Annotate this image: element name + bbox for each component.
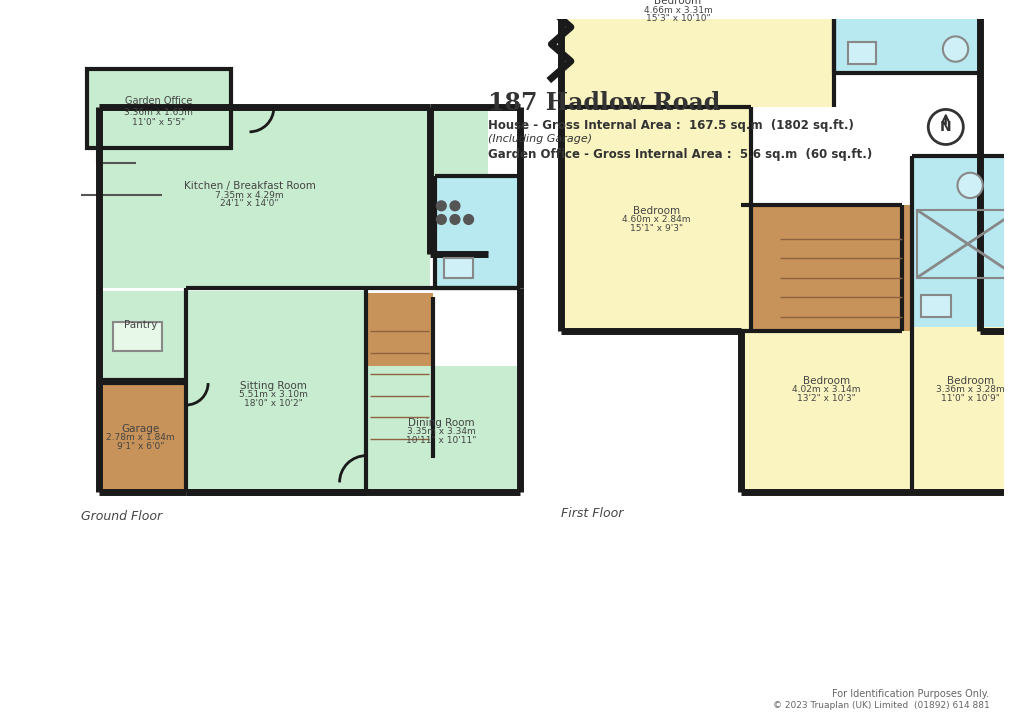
- Text: 3.36m x 3.28m: 3.36m x 3.28m: [934, 386, 1004, 394]
- Bar: [911, 156, 1019, 327]
- Text: Bedroom: Bedroom: [802, 376, 849, 386]
- Text: Kitchen / Breakfast Room: Kitchen / Breakfast Room: [183, 182, 315, 191]
- Text: Garage: Garage: [121, 424, 159, 434]
- Text: N: N: [940, 120, 951, 134]
- Bar: [833, 0, 979, 74]
- Text: Garden Office - Gross Internal Area :  5.6 sq.m  (60 sq.ft.): Garden Office - Gross Internal Area : 5.…: [488, 148, 871, 161]
- Text: 5.51m x 3.10m: 5.51m x 3.10m: [239, 390, 308, 399]
- Text: 3.35m x 3.34m: 3.35m x 3.34m: [407, 428, 475, 436]
- Text: House - Gross Internal Area :  167.5 sq.m  (1802 sq.ft.): House - Gross Internal Area : 167.5 sq.m…: [488, 118, 853, 131]
- Circle shape: [436, 215, 445, 224]
- Bar: [444, 258, 473, 278]
- Text: © 2023 Truaplan (UK) Limited  (01892) 614 881: © 2023 Truaplan (UK) Limited (01892) 614…: [772, 701, 988, 710]
- Text: First Floor: First Floor: [560, 507, 623, 520]
- Text: 24'1" x 14'0": 24'1" x 14'0": [220, 200, 278, 208]
- Text: 13'2" x 10'3": 13'2" x 10'3": [796, 394, 855, 403]
- Text: 2.78m x 1.84m: 2.78m x 1.84m: [106, 433, 174, 442]
- Bar: [186, 291, 366, 492]
- Text: 10'11" x 10'11": 10'11" x 10'11": [406, 436, 476, 445]
- Bar: [911, 327, 1019, 492]
- Circle shape: [449, 215, 460, 224]
- Text: 4.02m x 3.14m: 4.02m x 3.14m: [792, 386, 860, 394]
- Bar: [560, 107, 750, 332]
- Text: For Identification Purposes Only.: For Identification Purposes Only.: [832, 689, 988, 699]
- Circle shape: [436, 201, 445, 211]
- Text: Garden Office: Garden Office: [125, 96, 193, 106]
- Bar: [366, 293, 432, 458]
- Text: Bedroom: Bedroom: [946, 376, 993, 386]
- Bar: [750, 205, 911, 332]
- Bar: [429, 107, 488, 254]
- Text: 4.60m x 2.84m: 4.60m x 2.84m: [622, 215, 690, 224]
- Text: 18'0" x 10'2": 18'0" x 10'2": [245, 399, 303, 408]
- Bar: [434, 176, 520, 288]
- Bar: [366, 366, 520, 492]
- Bar: [916, 210, 1018, 278]
- Bar: [848, 43, 875, 63]
- Bar: [920, 296, 950, 317]
- Text: 9'1" x 6'0": 9'1" x 6'0": [116, 442, 164, 451]
- Text: 15'3" x 10'10": 15'3" x 10'10": [645, 14, 709, 23]
- Circle shape: [957, 173, 982, 198]
- Text: 3.36m x 1.65m: 3.36m x 1.65m: [124, 108, 194, 117]
- Circle shape: [942, 36, 967, 62]
- Text: 11'0" x 10'9": 11'0" x 10'9": [940, 394, 999, 403]
- Bar: [99, 383, 186, 492]
- Text: Pantry: Pantry: [123, 319, 157, 329]
- Text: Sitting Room: Sitting Room: [240, 381, 307, 391]
- Bar: [99, 291, 186, 380]
- Text: Bedroom: Bedroom: [654, 0, 701, 6]
- Circle shape: [464, 215, 473, 224]
- Text: 7.35m x 4.29m: 7.35m x 4.29m: [215, 190, 283, 200]
- Text: (Including Garage): (Including Garage): [488, 133, 592, 143]
- Bar: [99, 107, 429, 288]
- Text: 187 Hadlow Road: 187 Hadlow Road: [488, 91, 719, 115]
- Text: 4.66m x 3.31m: 4.66m x 3.31m: [643, 6, 711, 14]
- Bar: [113, 322, 162, 351]
- Bar: [560, 0, 833, 107]
- Text: Bedroom: Bedroom: [632, 205, 679, 216]
- Text: 11'0" x 5'5": 11'0" x 5'5": [132, 118, 185, 127]
- Text: 15'1" x 9'3": 15'1" x 9'3": [629, 224, 682, 233]
- Bar: [87, 68, 230, 149]
- Circle shape: [449, 201, 460, 211]
- Text: Dining Room: Dining Room: [408, 418, 474, 428]
- Text: Ground Floor: Ground Floor: [81, 510, 162, 523]
- Bar: [741, 288, 911, 492]
